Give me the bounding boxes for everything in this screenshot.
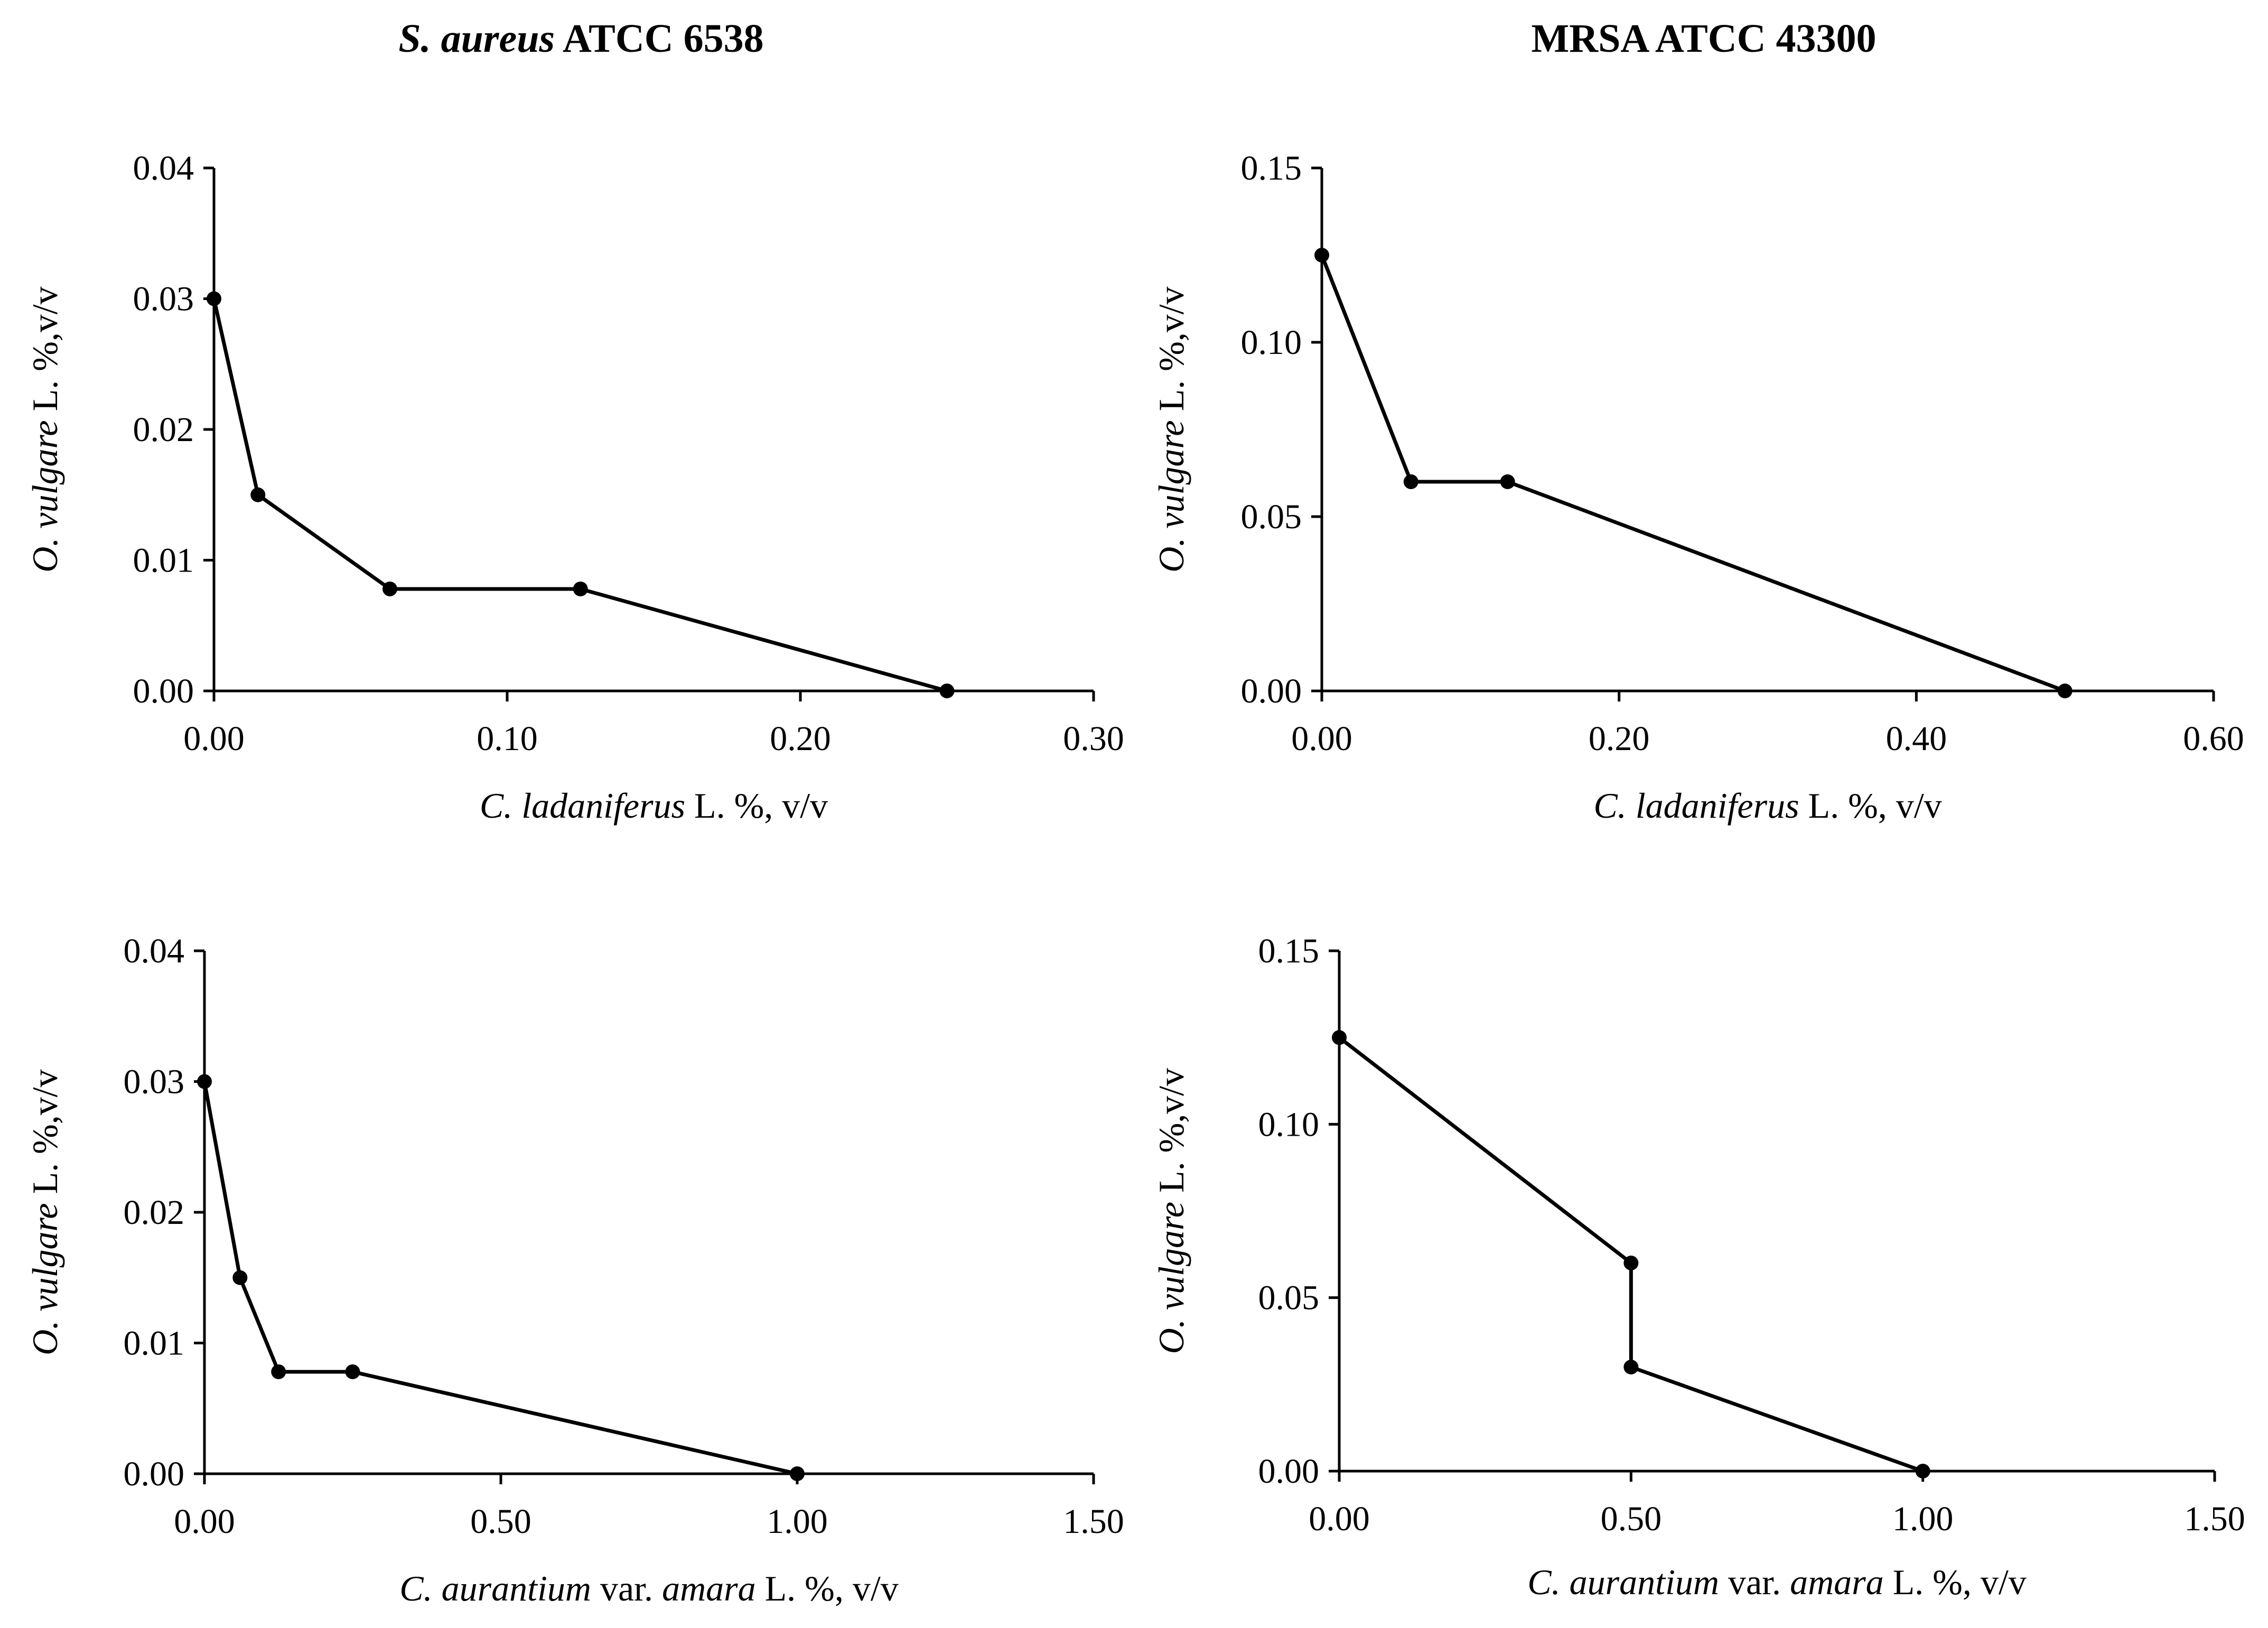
panel-top-left-data-point — [250, 487, 266, 502]
panel-top-left-data-point — [382, 581, 397, 596]
charts-layer: 0.00 0.01 0.02 0.03 0.04 0.00 0.10 0.20 0.30 C. l… — [25, 149, 2245, 1608]
panel-bottom-left-data-point — [345, 1364, 360, 1379]
panel-top-left: 0.00 0.01 0.02 0.03 0.04 0.00 0.10 0.20 0.30 C. l… — [25, 149, 1124, 826]
panel-bottom-right-data-point — [1915, 1464, 1930, 1479]
panel-bottom-left-x-axis-label-part-1: var. — [591, 1568, 662, 1608]
panel-top-left-data-point — [573, 581, 588, 596]
panel-top-left-data-point — [207, 291, 221, 306]
panel-top-left-y-axis-label: O. vulgare L. %,v/v — [25, 286, 65, 572]
panel-top-right-series-line — [1320, 254, 2066, 693]
panel-bottom-right-data-point — [1623, 1360, 1639, 1374]
panel-top-right-y-tick-label: 0.00 — [1241, 672, 1302, 710]
panel-top-right-y-tick-label: 0.15 — [1241, 149, 1302, 188]
panel-bottom-left-x-axis-label-part-0: C. aurantium — [399, 1568, 591, 1608]
panel-bottom-left-data-point — [197, 1074, 212, 1089]
panel-bottom-left-y-tick-label: 0.01 — [124, 1324, 185, 1363]
panel-bottom-left-y-axis-label-part-1: L. %,v/v — [25, 1069, 65, 1203]
panel-bottom-right-y-axis-label-part-0: O. vulgare — [1151, 1202, 1191, 1354]
panel-top-right-data-point — [1314, 248, 1329, 263]
panel-bottom-left-x-tick-label: 1.00 — [767, 1502, 828, 1541]
panel-top-left-x-tick-label: 0.30 — [1063, 719, 1124, 758]
panel-bottom-left-y-tick-label: 0.00 — [124, 1455, 185, 1493]
panel-top-right-x-tick-label: 0.60 — [2183, 719, 2244, 758]
panel-bottom-right-y-axis-label: O. vulgare L. %,v/v — [1151, 1068, 1191, 1354]
panel-top-right-y-axis-label-part-1: L. %,v/v — [1151, 286, 1191, 420]
panel-bottom-left-x-axis-label-part-2: amara — [662, 1568, 756, 1608]
panel-bottom-right-data-point — [1623, 1256, 1639, 1270]
panel-bottom-left-data-point — [232, 1270, 248, 1285]
panel-top-right: 0.00 0.05 0.10 0.15 0.00 0.20 0.40 0.60 C. ladan… — [1151, 149, 2244, 826]
panel-bottom-right: 0.00 0.05 0.10 0.15 0.00 0.50 1.00 1.50 C. auran… — [1151, 932, 2245, 1602]
panel-top-right-x-axis-label: C. ladaniferus L. %, v/v — [1593, 785, 1942, 826]
panel-bottom-right-y-tick-label: 0.15 — [1258, 932, 1320, 970]
panel-bottom-right-data-point — [1332, 1030, 1347, 1045]
panel-bottom-right-x-tick-label: 0.50 — [1601, 1500, 1662, 1538]
panel-bottom-right-x-axis-label-part-0: C. aurantium — [1527, 1562, 1719, 1602]
panel-top-right-x-axis-label-part-1: L. %, v/v — [1799, 785, 1942, 826]
panel-top-left-x-tick-label: 0.20 — [770, 719, 831, 758]
panel-top-right-data-point — [1403, 474, 1418, 489]
panel-bottom-left-series-line — [202, 1081, 798, 1476]
panel-bottom-right-x-tick-label: 0.00 — [1309, 1500, 1370, 1538]
panel-top-right-x-axis-label-part-0: C. ladaniferus — [1593, 785, 1799, 826]
panel-bottom-right-series-line — [1338, 1036, 1924, 1473]
panel-bottom-right-y-tick-label: 0.10 — [1258, 1105, 1320, 1144]
panel-bottom-left-y-tick-label: 0.03 — [124, 1063, 185, 1101]
panel-top-right-data-point — [2057, 684, 2073, 698]
panel-top-left-x-axis-label-part-0: C. ladaniferus — [480, 785, 685, 826]
panel-bottom-left-y-tick-label: 0.02 — [124, 1193, 185, 1232]
panel-top-right-x-tick-label: 0.40 — [1886, 719, 1947, 758]
panel-top-left-series-line — [212, 298, 948, 693]
panel-top-left-y-tick-label: 0.03 — [133, 280, 194, 319]
panel-bottom-right-x-axis-label-part-2: amara — [1790, 1562, 1884, 1602]
column-title-left: S. aureus ATCC 6538 — [398, 16, 763, 61]
panel-top-left-x-tick-label: 0.10 — [477, 719, 538, 758]
column-title-left-normal: ATCC 6538 — [555, 16, 764, 61]
column-title-right: MRSA ATCC 43300 — [1531, 16, 1876, 61]
panel-top-right-y-tick-label: 0.05 — [1241, 498, 1302, 536]
panel-top-right-x-tick-label: 0.20 — [1589, 719, 1650, 758]
panel-top-left-x-axis-label-part-1: L. %, v/v — [685, 785, 828, 826]
panel-bottom-left-x-axis-label-part-3: L. %, v/v — [756, 1568, 899, 1608]
panel-top-right-y-tick-label: 0.10 — [1241, 323, 1302, 362]
panel-bottom-left-data-point — [271, 1364, 286, 1379]
panel-bottom-left-x-tick-label: 0.00 — [174, 1502, 235, 1541]
panel-top-left-y-tick-label: 0.04 — [133, 149, 194, 188]
panel-top-left-y-axis-label-part-1: L. %,v/v — [25, 286, 65, 420]
panel-top-right-y-axis-label: O. vulgare L. %,v/v — [1151, 286, 1191, 572]
panel-top-left-data-point — [939, 684, 955, 698]
panel-bottom-right-x-axis-label-part-3: L. %, v/v — [1884, 1562, 2027, 1602]
panel-bottom-left-x-tick-label: 0.50 — [470, 1502, 531, 1541]
panel-bottom-right-y-tick-label: 0.00 — [1258, 1452, 1320, 1491]
panel-top-left-y-tick-label: 0.01 — [133, 541, 194, 580]
panel-top-left-x-axis-label: C. ladaniferus L. %, v/v — [480, 785, 828, 826]
panel-bottom-left-y-axis-label: O. vulgare L. %,v/v — [25, 1069, 65, 1355]
panel-bottom-left-x-tick-label: 1.50 — [1063, 1502, 1124, 1541]
panel-bottom-right-x-tick-label: 1.00 — [1892, 1500, 1954, 1538]
panel-bottom-left-x-axis-label: C. aurantium var. amara L. %, v/v — [399, 1568, 898, 1608]
panel-bottom-right-x-axis-label-part-1: var. — [1719, 1562, 1790, 1602]
column-title-left-italic: S. aureus — [398, 16, 555, 61]
panel-top-left-x-tick-label: 0.00 — [183, 719, 245, 758]
panel-top-left-y-tick-label: 0.00 — [133, 672, 194, 710]
panel-bottom-right-x-axis-label: C. aurantium var. amara L. %, v/v — [1527, 1562, 2026, 1602]
panel-bottom-right-x-tick-label: 1.50 — [2184, 1500, 2245, 1538]
panel-top-right-data-point — [1500, 474, 1515, 489]
panel-top-right-y-axis-label-part-0: O. vulgare — [1151, 420, 1191, 572]
panel-top-left-y-axis-label-part-0: O. vulgare — [25, 420, 65, 572]
panel-bottom-right-y-axis-label-part-1: L. %,v/v — [1151, 1068, 1191, 1202]
panel-top-right-x-tick-label: 0.00 — [1291, 719, 1352, 758]
panel-bottom-right-y-tick-label: 0.05 — [1258, 1279, 1320, 1317]
panel-bottom-left-data-point — [790, 1466, 805, 1481]
panel-top-left-y-tick-label: 0.02 — [133, 410, 194, 449]
column-title-right-normal: MRSA ATCC 43300 — [1531, 16, 1876, 61]
panel-bottom-left: 0.00 0.01 0.02 0.03 0.04 0.00 0.50 1.00 1.50 C. a… — [25, 932, 1124, 1608]
panel-bottom-left-y-tick-label: 0.04 — [124, 932, 185, 970]
panel-bottom-left-y-axis-label-part-0: O. vulgare — [25, 1203, 65, 1355]
